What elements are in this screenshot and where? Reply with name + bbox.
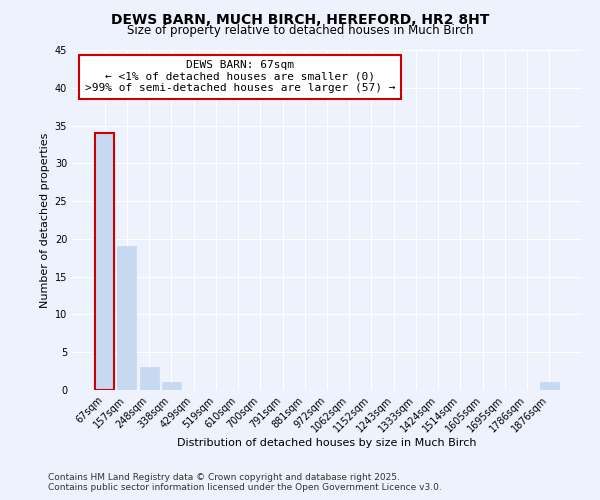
Text: DEWS BARN, MUCH BIRCH, HEREFORD, HR2 8HT: DEWS BARN, MUCH BIRCH, HEREFORD, HR2 8HT — [111, 12, 489, 26]
Y-axis label: Number of detached properties: Number of detached properties — [40, 132, 50, 308]
Text: DEWS BARN: 67sqm
← <1% of detached houses are smaller (0)
>99% of semi-detached : DEWS BARN: 67sqm ← <1% of detached house… — [85, 60, 395, 94]
Text: Size of property relative to detached houses in Much Birch: Size of property relative to detached ho… — [127, 24, 473, 37]
Bar — [540, 382, 559, 390]
Text: Contains HM Land Registry data © Crown copyright and database right 2025.
Contai: Contains HM Land Registry data © Crown c… — [48, 473, 442, 492]
Bar — [162, 382, 181, 390]
Bar — [95, 133, 114, 390]
Bar — [118, 246, 136, 390]
X-axis label: Distribution of detached houses by size in Much Birch: Distribution of detached houses by size … — [177, 438, 477, 448]
Bar — [140, 368, 158, 390]
